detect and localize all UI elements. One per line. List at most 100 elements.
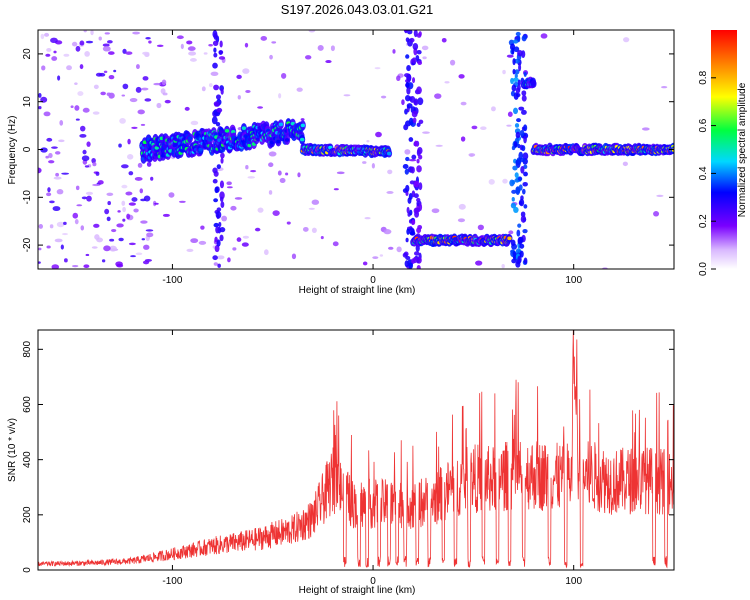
noise-blob [213,262,219,266]
colorbar-tick-label: 0.0 [698,262,709,276]
transition-smear [214,244,220,253]
x-tick-label: 0 [370,275,376,286]
noise-blob [320,236,324,240]
transition-smear [512,77,519,83]
noise-blob [53,176,62,180]
ridge-core [187,136,193,140]
noise-blob [100,91,106,96]
noise-blob [101,259,106,263]
noise-blob [237,95,241,100]
noise-blob [502,178,508,184]
ridge-core [247,143,252,148]
transition-smear [522,188,526,195]
noise-blob [257,207,264,213]
transition-smear [416,197,421,203]
noise-blob [308,207,315,210]
noise-blob [208,43,213,47]
noise-blob [144,98,152,102]
noise-blob [122,206,126,213]
transition-smear [219,40,223,48]
noise-blob [102,43,110,47]
transition-smear [404,108,408,115]
noise-blob [60,244,64,250]
noise-blob [71,264,79,268]
transition-smear [405,94,411,102]
noise-blob [48,160,55,164]
y-tick-label: 0 [22,567,33,573]
noise-blob [332,241,339,247]
noise-blob [286,221,291,225]
transition-smear [405,81,409,89]
noise-blob [107,40,113,44]
noise-blob [434,93,442,99]
noise-blob [97,180,104,185]
transition-smear [406,65,411,72]
noise-blob [56,221,65,228]
noise-blob [317,45,324,51]
transition-smear [523,135,527,144]
noise-blob [74,105,80,111]
noise-blob [129,97,138,103]
noise-blob [111,228,117,233]
noise-blob [217,255,225,260]
noise-blob [79,133,87,138]
noise-blob [234,197,243,200]
transition-smear [511,197,515,202]
noise-blob [272,210,280,216]
transition-smear [405,184,410,193]
noise-blob [623,37,630,43]
ridge-core [198,147,203,152]
transition-smear [522,228,528,234]
transition-smear [215,121,221,127]
noise-blob [108,75,115,80]
noise-blob [90,30,94,36]
transition-smear [214,186,219,194]
noise-blob [622,161,628,167]
transition-smear [408,262,414,269]
transition-smear [521,90,527,96]
noise-blob [146,161,152,167]
noise-blob [117,210,121,213]
noise-blob [44,32,50,37]
transition-smear [521,145,526,152]
noise-blob [458,74,465,79]
noise-blob [116,223,124,228]
noise-blob [145,229,154,232]
noise-blob [268,151,277,157]
noise-blob [203,52,208,55]
noise-blob [661,85,668,89]
noise-blob [366,139,370,143]
noise-blob [61,233,69,236]
noise-blob [63,53,70,57]
transition-smear [519,157,526,162]
transition-smear [416,227,422,234]
transition-smear [511,180,516,185]
noise-blob [372,256,379,260]
transition-smear [212,167,218,174]
transition-smear [413,30,418,38]
noise-blob [52,206,61,212]
noise-blob [422,131,430,134]
noise-blob [46,48,52,52]
noise-blob [128,242,136,246]
transition-smear [510,239,516,246]
noise-blob [80,225,85,231]
transition-smear [405,54,410,59]
transition-smear [512,107,519,115]
transition-smear [413,98,419,106]
noise-blob [311,227,317,234]
noise-blob [386,191,394,194]
noise-blob [396,75,401,82]
noise-blob [125,191,133,196]
y-tick-label: 200 [22,506,33,523]
noise-blob [404,149,411,155]
y-tick-label: 600 [22,396,33,413]
y-tick-label: -10 [22,190,33,205]
noise-blob [285,172,289,176]
transition-smear [220,88,224,95]
colorbar-tick-label: 0.4 [698,166,709,180]
noise-blob [242,235,249,239]
ridge-core [300,137,305,142]
